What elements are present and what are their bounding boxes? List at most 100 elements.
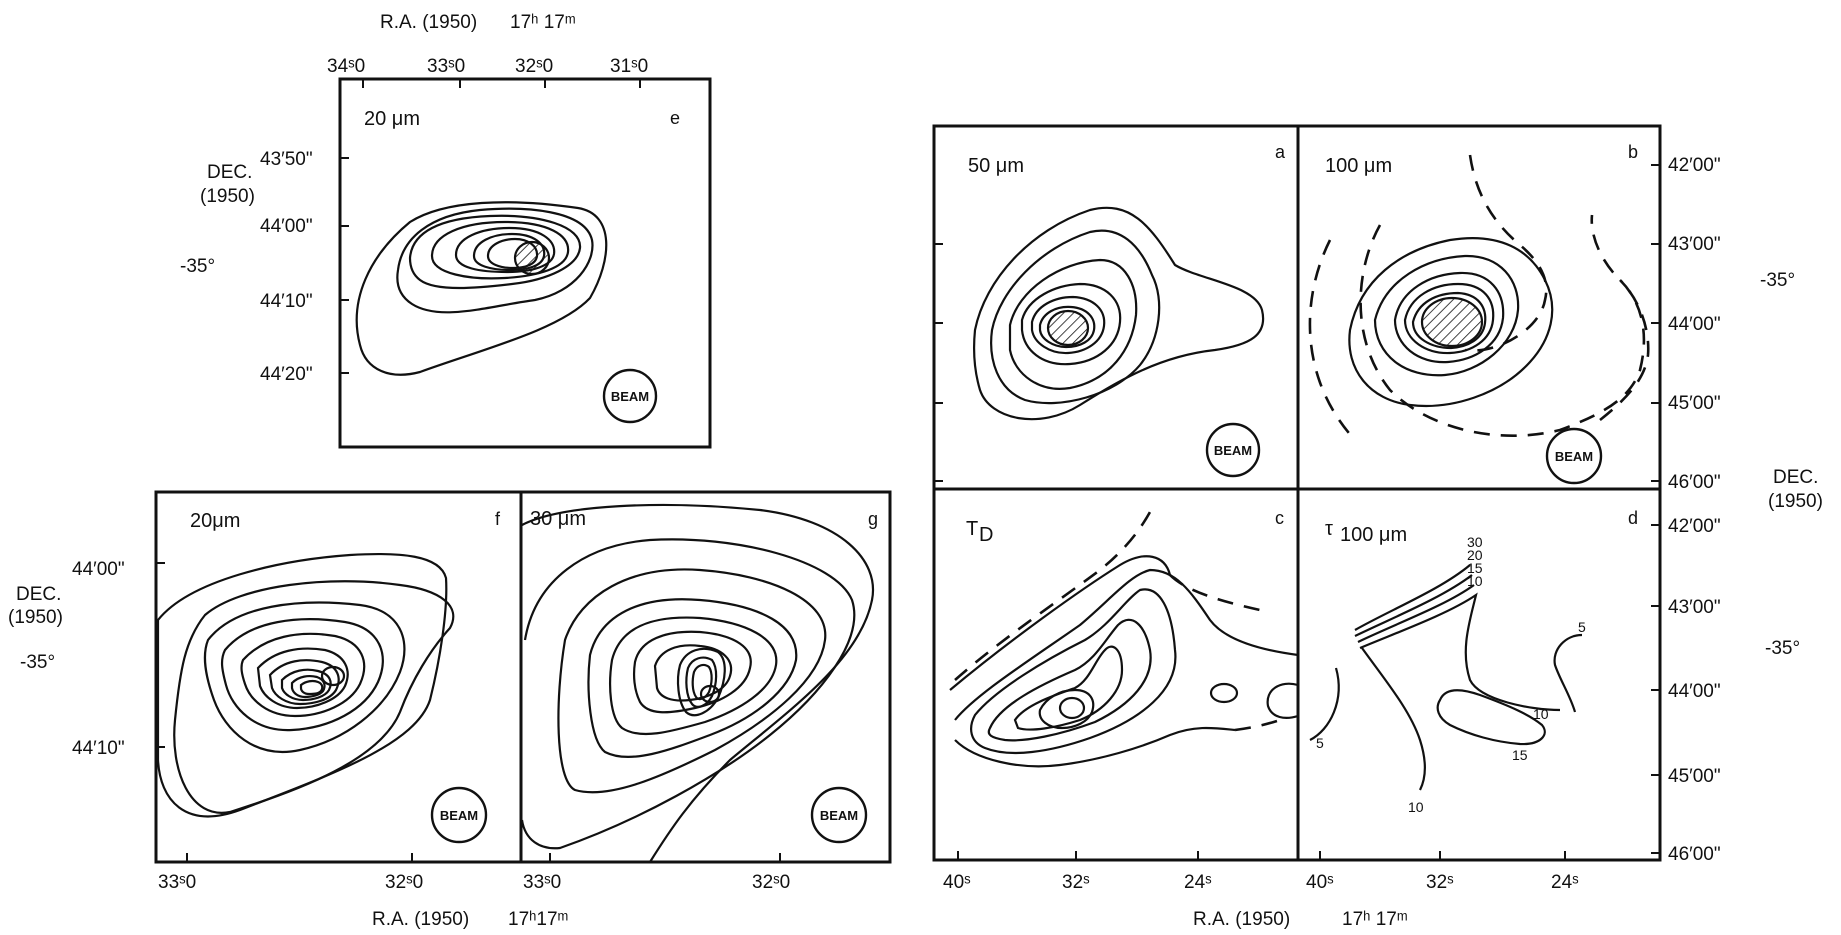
panel-e-contours [355, 201, 608, 376]
panel-g-ra-tick-2: 32ˢ0 [752, 872, 790, 893]
panel-e-beam-label: BEAM [611, 389, 649, 404]
panel-a-frame [932, 124, 1300, 491]
panel-e-ra-tick-3: 32ˢ0 [515, 56, 553, 77]
panel-f-ra-tick-2: 32ˢ0 [385, 872, 423, 893]
tau-label-20: 20 [1467, 547, 1483, 563]
panel-b-beam-label: BEAM [1555, 449, 1593, 464]
tau-label-10-lower: 10 [1408, 799, 1424, 815]
panel-e-ra-epoch: 17ʰ 17ᵐ [510, 12, 576, 33]
panel-d-letter: d [1628, 508, 1638, 528]
panel-a-beam-label: BEAM [1214, 443, 1252, 458]
panel-b: 100 μm b BEAM [1296, 124, 1662, 491]
panel-ab-dec-tick-4: 45′00" [1668, 393, 1721, 414]
panel-fg-dec-tick-1: 44′00" [72, 559, 125, 580]
panel-cd-dec-tick-1: 42′00" [1668, 516, 1721, 537]
panel-d-label: τ [1325, 518, 1333, 540]
panel-g-letter: g [868, 509, 878, 529]
panel-g-label: 30 μm [530, 508, 586, 530]
panel-e-ra-tick-2: 33ˢ0 [427, 56, 465, 77]
panel-ab-dec-tick-5: 46′00" [1668, 472, 1721, 493]
panel-a-label: 50 μm [968, 155, 1024, 177]
panel-f-beam-circle [430, 786, 488, 844]
panel-e-dec-title-1: DEC. [207, 162, 252, 183]
panel-f-letter: f [495, 509, 501, 529]
tau-label-10-right: 10 [1533, 706, 1549, 722]
panel-e-ra-title: R.A. (1950) [380, 12, 477, 33]
panel-d-ra-tick-2: 32ˢ [1426, 872, 1454, 893]
panel-c-letter: c [1275, 508, 1284, 528]
panel-f-beam-label: BEAM [440, 808, 478, 823]
panel-c: T D c [932, 487, 1300, 862]
panel-fg-dec-title-1: DEC. [16, 584, 61, 605]
panel-c-label-sub: D [979, 524, 993, 546]
panel-cd-dec-deg: -35° [1765, 638, 1800, 659]
panel-e-letter: e [670, 108, 680, 128]
tau-label-30: 30 [1467, 534, 1483, 550]
panel-cd-dec-tick-2: 43′00" [1668, 597, 1721, 618]
panel-e-dec-title-2: (1950) [200, 186, 255, 207]
panel-e-dec-tick-4: 44′20" [260, 364, 313, 385]
panel-e-ra-tick-1: 34ˢ0 [327, 56, 365, 77]
panel-d: τ 100 μm d 30 20 15 10 5 10 15 10 [1296, 487, 1662, 862]
panel-d-ra-tick-3: 24ˢ [1551, 872, 1579, 893]
panel-f-ra-tick-1: 33ˢ0 [158, 872, 196, 893]
panel-d-contours [1309, 564, 1583, 791]
panel-g-ra-tick-1: 33ˢ0 [523, 872, 561, 893]
panel-d-contour-labels: 30 20 15 10 5 10 15 10 5 [1316, 534, 1586, 815]
panel-d-frame [1296, 487, 1662, 862]
panel-abcd-ra-epoch: 17ʰ 17ᵐ [1342, 909, 1408, 930]
panel-ab-dec-tick-1: 42′00" [1668, 155, 1721, 176]
panel-abcd-ra-title: R.A. (1950) [1193, 909, 1290, 930]
panel-ab-dec-deg: -35° [1760, 270, 1795, 291]
panel-cd-dec-tick-3: 44′00" [1668, 681, 1721, 702]
panel-a: 50 μm a BEAM [932, 124, 1300, 491]
panel-fg-dec-tick-2: 44′10" [72, 738, 125, 759]
panel-c-ra-tick-3: 24ˢ [1184, 872, 1212, 893]
panel-e-ra-tick-4: 31ˢ0 [610, 56, 648, 77]
panel-c-label: T [966, 518, 978, 540]
tau-label-5-left: 5 [1316, 735, 1324, 751]
panel-abcd-dec-title-1: DEC. [1773, 467, 1818, 488]
panel-g-frame [519, 490, 892, 864]
tau-label-10: 10 [1467, 573, 1483, 589]
panel-a-beam-circle [1205, 422, 1261, 478]
panel-cd-dec-tick-4: 45′00" [1668, 766, 1721, 787]
panel-g-beam-label: BEAM [820, 808, 858, 823]
panel-g-contours [520, 503, 875, 863]
panel-e-dec-tick-1: 43′50" [260, 149, 313, 170]
panel-e-dec-tick-2: 44′00" [260, 216, 313, 237]
panel-fg-dec-title-2: (1950) [8, 607, 63, 628]
panel-d-label-sub: 100 μm [1340, 524, 1407, 546]
panel-b-label: 100 μm [1325, 155, 1392, 177]
panel-e-beam-circle [602, 368, 658, 424]
tau-label-5-right: 5 [1578, 619, 1586, 635]
panel-a-letter: a [1275, 142, 1286, 162]
panel-fg-ra-title: R.A. (1950) [372, 909, 469, 930]
panel-a-contours [972, 206, 1265, 421]
panel-b-letter: b [1628, 142, 1638, 162]
panel-g: 30 μm g BEAM [519, 490, 892, 864]
tau-label-15-lower: 15 [1512, 747, 1528, 763]
panel-c-ra-tick-2: 32ˢ [1062, 872, 1090, 893]
panel-c-contours [949, 511, 1299, 768]
panel-e-frame [338, 77, 712, 449]
panel-f-contours [156, 552, 455, 818]
panel-b-beam-circle [1545, 427, 1603, 485]
panel-f-label: 20μm [190, 510, 240, 532]
panel-d-ra-tick-1: 40ˢ [1306, 872, 1334, 893]
panel-b-frame [1296, 124, 1662, 491]
panel-c-ra-tick-1: 40ˢ [943, 872, 971, 893]
panel-g-beam-circle [810, 786, 868, 844]
panel-b-contours [1308, 154, 1650, 441]
panel-e-dec-deg: -35° [180, 256, 215, 277]
panel-cd-dec-tick-5: 46′00" [1668, 844, 1721, 865]
panel-fg-ra-epoch: 17ʰ17ᵐ [508, 909, 568, 930]
tau-label-15: 15 [1467, 560, 1483, 576]
panel-e-label: 20 μm [364, 108, 420, 130]
panel-ab-dec-tick-2: 43′00" [1668, 234, 1721, 255]
panel-e: 20 μm e BEAM [338, 77, 712, 449]
panel-fg-dec-deg: -35° [20, 652, 55, 673]
panel-f: 20μm f BEAM [154, 490, 523, 864]
panel-ab-dec-tick-3: 44′00" [1668, 314, 1721, 335]
